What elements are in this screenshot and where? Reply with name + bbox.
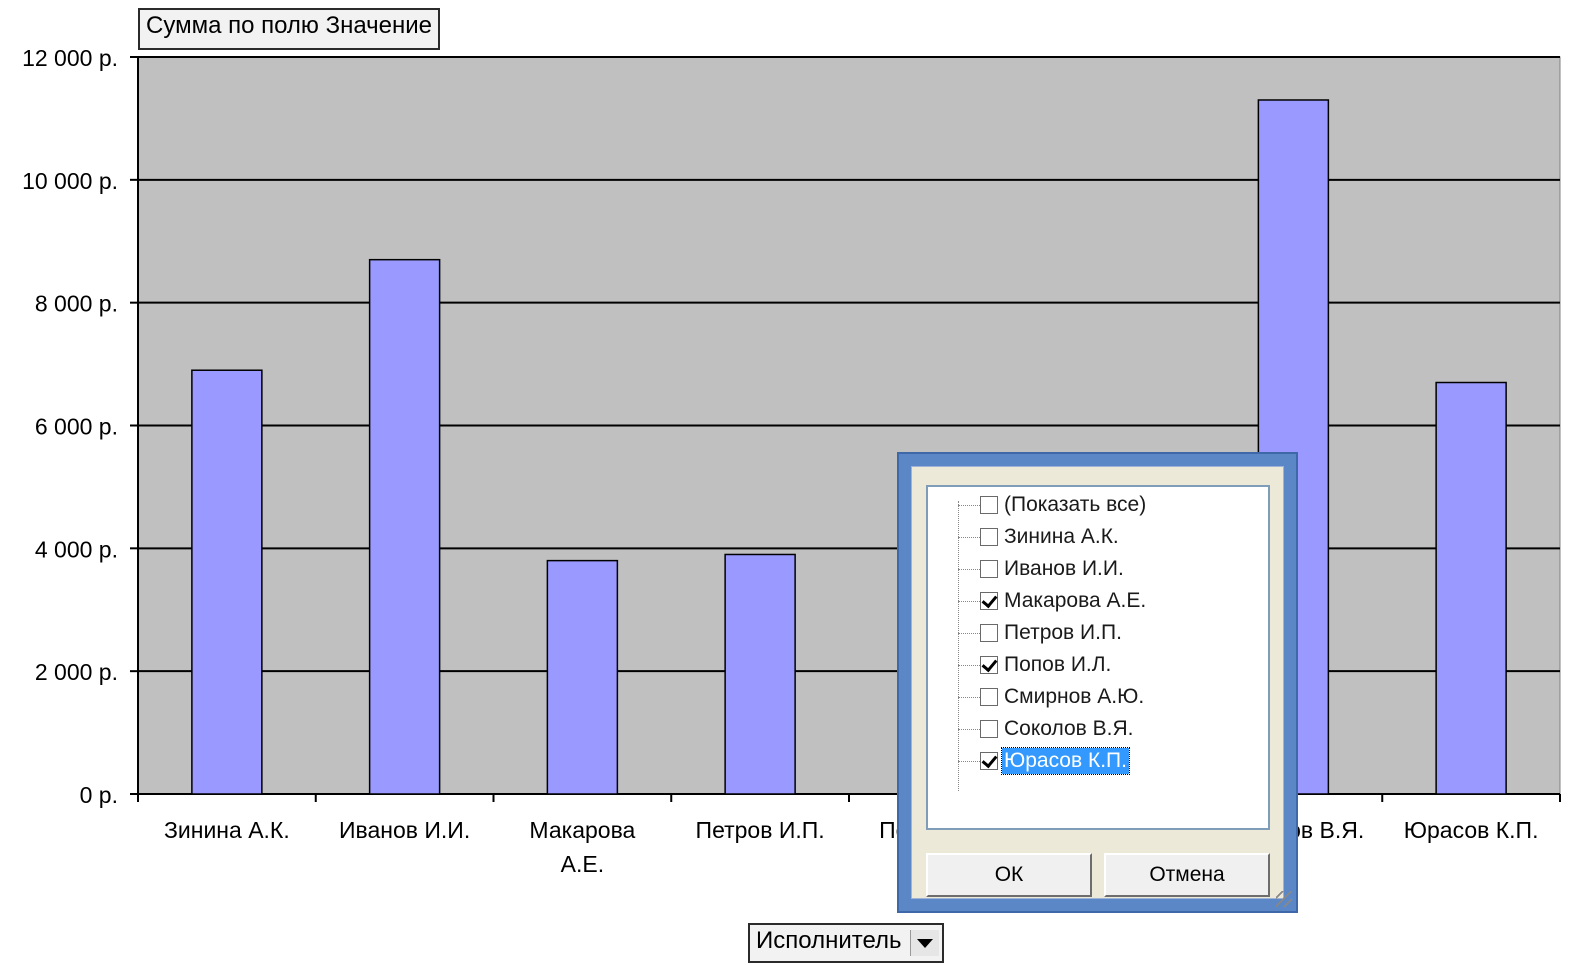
bar: [546, 559, 619, 795]
filter-item-label: Макарова А.Е.: [1004, 589, 1147, 612]
filter-checkbox[interactable]: [980, 528, 998, 546]
y-tick-label: 4 000 р.: [35, 536, 118, 562]
bar: [191, 369, 263, 795]
axis-field-button[interactable]: Исполнитель: [748, 923, 944, 963]
tree-connector: [958, 600, 980, 602]
filter-list: (Показать все) Зинина А.К. Иванов И.И. Мака…: [926, 485, 1270, 830]
filter-item[interactable]: Зинина А.К.: [958, 521, 1121, 553]
tree-connector: [958, 664, 980, 666]
filter-item-label: Юрасов К.П.: [1001, 747, 1130, 775]
bar: [368, 258, 441, 795]
data-field-label: Сумма по полю Значение: [146, 12, 433, 39]
x-tick-label: Иванов И.И.: [339, 817, 470, 843]
x-tick-label: Петров И.П.: [696, 817, 825, 843]
filter-item-label: Попов И.Л.: [1004, 653, 1112, 676]
bar: [1435, 381, 1507, 795]
y-tick-label: 2 000 р.: [35, 659, 118, 685]
axis-field-label: Исполнитель: [756, 927, 902, 954]
tree-connector: [958, 760, 980, 762]
ok-button[interactable]: ОК: [926, 853, 1092, 897]
tree-connector: [958, 536, 980, 538]
filter-checkbox[interactable]: [980, 496, 998, 514]
x-tick-label: Юрасов К.П.: [1404, 817, 1539, 843]
filter-checkbox[interactable]: [980, 752, 998, 770]
filter-checkbox[interactable]: [980, 592, 998, 610]
filter-panel: (Показать все) Зинина А.К. Иванов И.И. Мака…: [911, 466, 1284, 899]
filter-item[interactable]: Попов И.Л.: [958, 649, 1113, 681]
filter-checkbox[interactable]: [980, 720, 998, 738]
filter-popup: (Показать все) Зинина А.К. Иванов И.И. Мака…: [897, 452, 1298, 913]
x-tick-label: Макарова: [529, 817, 635, 843]
resize-grip-icon[interactable]: [1276, 891, 1292, 907]
y-tick-label: 0 р.: [80, 782, 118, 808]
data-field-button[interactable]: Сумма по полю Значение: [138, 8, 441, 50]
filter-checkbox[interactable]: [980, 656, 998, 674]
y-tick-label: 10 000 р.: [22, 168, 118, 194]
filter-item[interactable]: Юрасов К.П.: [958, 745, 1130, 777]
filter-item-label: Зинина А.К.: [1004, 525, 1119, 548]
filter-item[interactable]: (Показать все): [958, 489, 1148, 521]
filter-item[interactable]: Макарова А.Е.: [958, 585, 1148, 617]
filter-checkbox[interactable]: [980, 688, 998, 706]
filter-item-label: Петров И.П.: [1004, 621, 1122, 644]
filter-item[interactable]: Петров И.П.: [958, 617, 1124, 649]
filter-checkbox[interactable]: [980, 624, 998, 642]
tree-connector: [958, 504, 980, 506]
y-tick-label: 8 000 р.: [35, 291, 118, 317]
bar: [724, 553, 796, 795]
tree-connector: [958, 696, 980, 698]
filter-checkbox[interactable]: [980, 560, 998, 578]
filter-item[interactable]: Смирнов А.Ю.: [958, 681, 1146, 713]
filter-item-label: (Показать все): [1004, 493, 1147, 516]
cancel-button[interactable]: Отмена: [1104, 853, 1270, 897]
filter-item[interactable]: Соколов В.Я.: [958, 713, 1136, 745]
tree-connector: [958, 632, 980, 634]
filter-item-label: Соколов В.Я.: [1004, 717, 1134, 740]
x-tick-label: А.Е.: [561, 851, 604, 877]
x-tick-label: Зинина А.К.: [164, 817, 290, 843]
y-tick-label: 12 000 р.: [22, 45, 118, 71]
chevron-down-icon[interactable]: [909, 930, 939, 956]
filter-item-label: Иванов И.И.: [1004, 557, 1124, 580]
filter-item[interactable]: Иванов И.И.: [958, 553, 1126, 585]
tree-line: [958, 501, 959, 791]
filter-item-label: Смирнов А.Ю.: [1004, 685, 1145, 708]
tree-connector: [958, 568, 980, 570]
tree-connector: [958, 728, 980, 730]
y-tick-label: 6 000 р.: [35, 414, 118, 440]
